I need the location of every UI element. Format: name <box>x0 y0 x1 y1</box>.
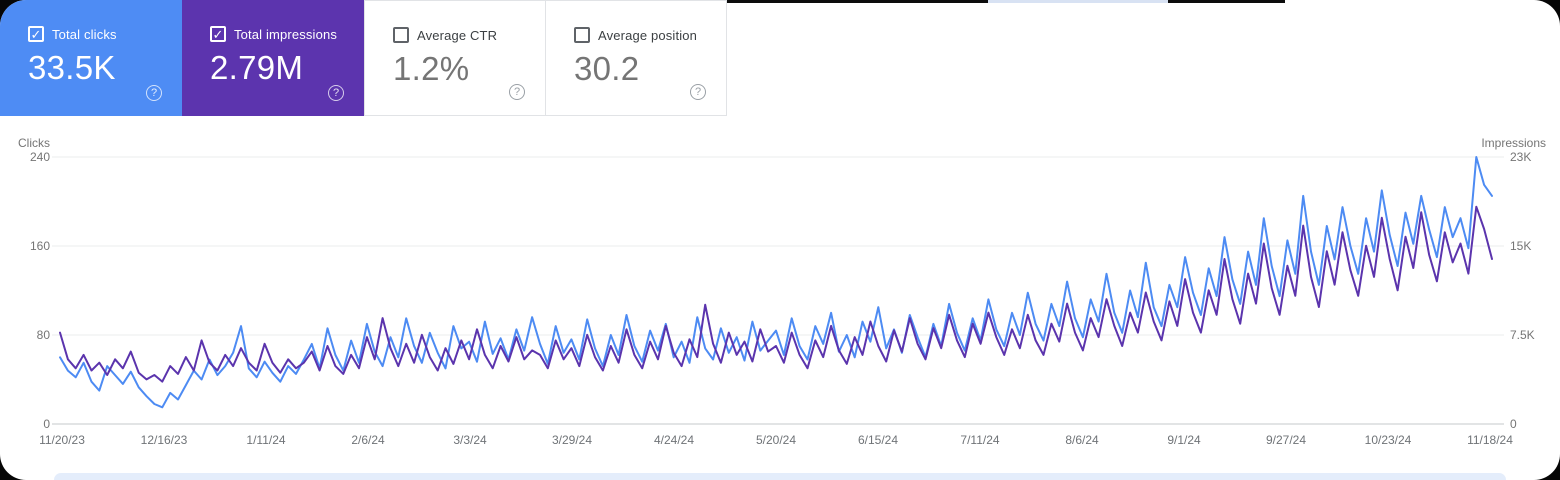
metric-label: Average CTR <box>417 27 498 43</box>
help-icon[interactable]: ? <box>690 84 706 100</box>
right-axis-tick: 0 <box>1510 417 1517 431</box>
metric-value: 30.2 <box>574 50 640 87</box>
x-axis-tick: 9/27/24 <box>1265 433 1307 447</box>
checkbox-unchecked-icon[interactable] <box>574 27 590 43</box>
x-axis-tick: 1/11/24 <box>246 433 286 447</box>
metric-value: 1.2% <box>393 50 470 87</box>
left-axis-tick: 160 <box>29 239 50 253</box>
x-axis-tick: 6/15/24 <box>857 433 899 447</box>
x-axis-tick: 8/6/24 <box>1065 433 1099 447</box>
left-axis-title: Clicks <box>18 136 50 150</box>
metric-label: Average position <box>598 27 698 43</box>
right-axis-tick: 7.5K <box>1510 328 1535 342</box>
metric-card-total-impressions[interactable]: ✓ Total impressions 2.79M ? <box>182 0 364 116</box>
left-axis-tick: 0 <box>43 417 50 431</box>
x-axis-tick: 12/16/23 <box>140 433 188 447</box>
right-axis-title: Impressions <box>1481 136 1546 150</box>
top-edge-light-strip <box>988 0 1168 3</box>
metric-card-average-ctr[interactable]: Average CTR 1.2% ? <box>364 0 546 116</box>
metric-card-total-clicks[interactable]: ✓ Total clicks 33.5K ? <box>0 0 182 116</box>
table-header-strip <box>54 473 1506 480</box>
metric-value: 33.5K <box>28 49 116 86</box>
metric-label: Total impressions <box>234 26 337 42</box>
x-axis-tick: 11/20/23 <box>39 433 85 447</box>
left-axis-tick: 240 <box>29 150 50 164</box>
x-axis-tick: 5/20/24 <box>755 433 797 447</box>
help-icon[interactable]: ? <box>328 85 344 101</box>
right-axis-tick: 15K <box>1510 239 1532 253</box>
metric-cards-row: ✓ Total clicks 33.5K ? ✓ Total impressio… <box>0 0 727 116</box>
checkbox-checked-icon[interactable]: ✓ <box>210 26 226 42</box>
x-axis-tick: 7/11/24 <box>960 433 1000 447</box>
x-axis-tick: 9/1/24 <box>1167 433 1201 447</box>
metric-label: Total clicks <box>52 26 117 42</box>
checkbox-checked-icon[interactable]: ✓ <box>28 26 44 42</box>
top-edge-dark-strip <box>1168 0 1285 3</box>
x-axis-tick: 11/18/24 <box>1467 433 1513 447</box>
x-axis-tick: 3/3/24 <box>453 433 487 447</box>
x-axis-tick: 10/23/24 <box>1364 433 1412 447</box>
metric-value: 2.79M <box>210 49 304 86</box>
left-axis-tick: 80 <box>36 328 50 342</box>
checkbox-unchecked-icon[interactable] <box>393 27 409 43</box>
metric-card-average-position[interactable]: Average position 30.2 ? <box>545 0 727 116</box>
help-icon[interactable]: ? <box>509 84 525 100</box>
help-icon[interactable]: ? <box>146 85 162 101</box>
right-axis-tick: 23K <box>1510 150 1532 164</box>
x-axis-tick: 4/24/24 <box>653 433 695 447</box>
x-axis-tick: 2/6/24 <box>351 433 385 447</box>
x-axis-tick: 3/29/24 <box>551 433 593 447</box>
chart-plot-area[interactable] <box>52 150 1504 426</box>
